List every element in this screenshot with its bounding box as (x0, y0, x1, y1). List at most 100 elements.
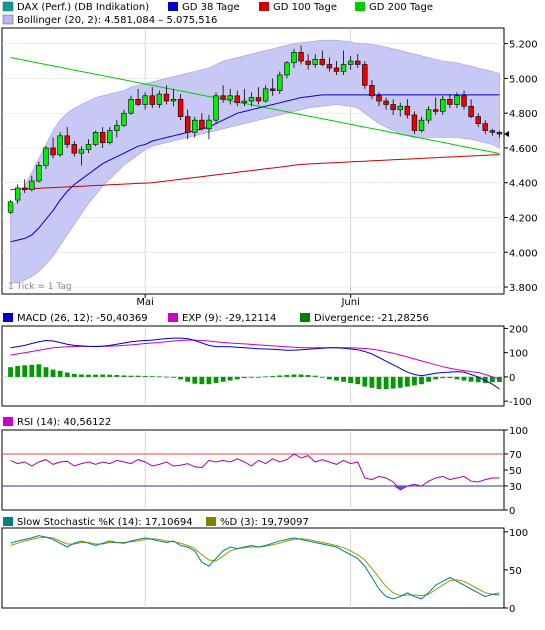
candle-body (404, 105, 411, 116)
candle-body (29, 180, 35, 190)
divergence-bar (390, 376, 396, 389)
divergence-bar (64, 372, 70, 377)
1-y-tick-label: 200 (509, 324, 528, 335)
candle-body (36, 165, 42, 182)
divergence-bar (43, 367, 49, 377)
x-tick-label: Juni (340, 297, 359, 308)
1-y-tick-label: -100 (509, 397, 532, 408)
candle-body (64, 135, 70, 145)
legend-text-bollinger: Bollinger (20, 2): 4.581,084 – 5.075,516 (17, 15, 217, 26)
candle-body (468, 105, 474, 117)
legend-swatch-macd (3, 313, 13, 322)
legend-swatch-gd38 (168, 2, 178, 11)
legend-stochastic: Slow Stochastic %K (14): 17,10694 %D (3)… (3, 517, 309, 528)
divergence-bar (362, 376, 368, 387)
candle-body (184, 116, 191, 133)
legend-text-gd100: GD 100 Tage (273, 2, 337, 13)
candle-body (255, 97, 262, 102)
legend-text-gd200: GD 200 Tage (369, 2, 433, 13)
stochastic-y-axis: 100 50 0 (504, 528, 528, 615)
divergence-bar (213, 376, 219, 383)
legend-text-k: Slow Stochastic %K (14): 17,10694 (17, 517, 193, 528)
divergence-bar (234, 376, 240, 380)
1-y-tick-label: 0 (509, 373, 515, 384)
candle-body (7, 201, 14, 213)
candle-body (128, 98, 134, 114)
divergence-bar (355, 376, 361, 385)
candle-body (333, 67, 340, 72)
rsi-y-axis: 100 70 50 30 0 (504, 426, 528, 517)
candle-body (43, 147, 49, 166)
candle-body (454, 95, 460, 105)
candle-body (411, 114, 418, 131)
candle-body (496, 132, 503, 135)
candle-body (156, 93, 163, 105)
candle-body (376, 95, 382, 102)
legend-macd: MACD (26, 12): -50,40369 EXP (9): -29,12… (3, 313, 429, 324)
candlesticks (7, 45, 503, 215)
candle-body (447, 98, 453, 105)
gd38-line (10, 94, 500, 243)
candle-body (425, 109, 432, 121)
divergence-bar (369, 376, 375, 388)
legend-swatch-rsi (3, 417, 13, 426)
legend-swatch-gd100 (259, 2, 269, 11)
candle-body (362, 64, 368, 86)
rsi-plot-frame (1, 429, 505, 511)
divergence-bar (50, 369, 56, 377)
candle-body (312, 58, 318, 65)
divergence-bar (312, 375, 318, 377)
candle-body (319, 58, 326, 65)
2-y-tick-label: 70 (509, 450, 522, 461)
divergence-bar (15, 366, 21, 377)
2-y-tick-label: 50 (509, 466, 522, 477)
candle-body (440, 98, 446, 112)
candle-body (227, 95, 233, 100)
divergence-bar (149, 376, 155, 377)
stochastic-lines (10, 535, 500, 600)
divergence-bar (142, 375, 148, 377)
legend-text-d: %D (3): 19,79097 (220, 517, 309, 528)
candle-body (241, 100, 248, 104)
candle-body (170, 98, 177, 102)
current-price-marker (504, 131, 509, 138)
divergence-bar (164, 376, 169, 378)
x-tick-label: Mai (136, 297, 154, 308)
divergence-bar (305, 374, 311, 377)
legend-text-macd: MACD (26, 12): -50,40369 (17, 313, 148, 324)
0-y-tick-label: 4.000 (509, 248, 538, 259)
candle-body (383, 100, 389, 105)
candle-body (418, 119, 425, 131)
divergence-bar (57, 370, 63, 377)
candle-body (142, 95, 148, 105)
gd200-line (10, 57, 500, 154)
macd-y-axis: 200 100 0 -100 (504, 324, 532, 408)
candle-body (22, 187, 28, 190)
candle-body (298, 52, 304, 62)
1-y-tick-label: 100 (509, 349, 528, 360)
legend-swatch-dax (2, 1, 14, 12)
divergence-bar (36, 364, 42, 377)
2-y-tick-label: 0 (509, 506, 515, 517)
candle-body (135, 98, 141, 105)
0-y-tick-label: 4.400 (509, 179, 538, 190)
divergence-bar (171, 376, 176, 378)
divergence-bar (71, 374, 77, 377)
divergence-bar (107, 374, 113, 377)
legend-swatch-divergence (300, 313, 310, 322)
candle-body (199, 119, 205, 130)
divergence-bar (249, 376, 254, 378)
candle-body (355, 60, 361, 65)
rsi-line (10, 453, 500, 491)
legend-swatch-gd200 (355, 2, 365, 11)
candle-body (326, 64, 333, 69)
divergence-bar (185, 376, 191, 382)
divergence-bar (454, 376, 460, 380)
candle-body (291, 52, 297, 64)
0-y-tick-label: 4.800 (509, 109, 538, 120)
candle-body (78, 149, 85, 154)
divergence-bar (475, 376, 481, 383)
candle-body (234, 95, 240, 104)
0-y-tick-label: 5.000 (509, 74, 538, 85)
legend-rsi: RSI (14): 40,56122 (3, 417, 111, 428)
